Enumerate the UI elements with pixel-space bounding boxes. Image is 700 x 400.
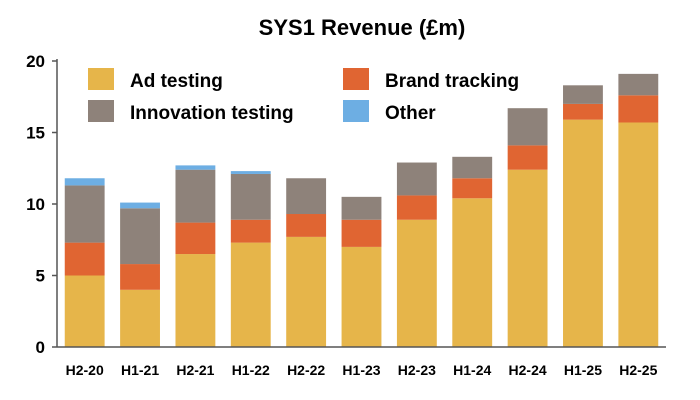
bar-2-series-3 xyxy=(175,165,216,170)
legend-swatch-1 xyxy=(343,68,369,90)
legend-swatch-2 xyxy=(88,100,114,122)
bar-5-series-1 xyxy=(341,219,382,247)
bar-6-series-1 xyxy=(396,195,437,220)
x-tick-label: H2-23 xyxy=(398,362,436,378)
legend-label-0: Ad testing xyxy=(130,71,223,92)
bar-6-series-2 xyxy=(396,162,437,196)
bar-2-series-0 xyxy=(175,254,216,347)
legend-label-3: Other xyxy=(385,103,436,124)
bar-1-series-3 xyxy=(120,202,160,209)
legend-label-1: Brand tracking xyxy=(385,71,519,92)
y-tick-label: 20 xyxy=(26,52,45,71)
axes: H2-20 H1-21 H2-21 H1-22 H2-22 H1-23 H2-23 H1-24… xyxy=(26,52,666,378)
x-tick-label: H2-22 xyxy=(287,362,325,378)
bar-9-series-1 xyxy=(563,103,603,120)
y-tick-label: 10 xyxy=(26,195,45,214)
bar-1-series-1 xyxy=(120,264,160,290)
bar-9-series-2 xyxy=(563,85,603,104)
bar-0-series-3 xyxy=(64,178,105,186)
bar-7-series-1 xyxy=(452,178,493,199)
bar-4-series-0 xyxy=(286,236,327,347)
y-tick-label: 15 xyxy=(26,124,45,143)
bar-5-series-0 xyxy=(341,246,382,347)
chart-title: SYS1 Revenue (£m) xyxy=(259,15,466,40)
y-tick-label: 0 xyxy=(36,338,45,357)
bar-0-series-1 xyxy=(64,242,105,276)
legend-label-2: Innovation testing xyxy=(130,103,294,124)
bar-4-series-2 xyxy=(286,178,327,215)
y-tick-label: 5 xyxy=(36,267,45,286)
bar-3-series-3 xyxy=(230,171,271,174)
x-tick-label: H2-24 xyxy=(509,362,547,378)
bar-3-series-1 xyxy=(230,219,271,243)
x-tick-label: H1-22 xyxy=(232,362,270,378)
legend-swatch-3 xyxy=(343,100,369,122)
bar-3-series-2 xyxy=(230,173,271,220)
bar-5-series-2 xyxy=(341,196,382,220)
x-tick-label: H1-24 xyxy=(453,362,491,378)
bar-group xyxy=(64,73,659,348)
bar-1-series-0 xyxy=(120,289,160,347)
bar-8-series-1 xyxy=(507,145,548,170)
x-tick-label: H2-20 xyxy=(66,362,104,378)
bar-0-series-0 xyxy=(64,275,105,347)
bar-3-series-0 xyxy=(230,242,271,347)
bar-8-series-0 xyxy=(507,169,548,347)
bar-2-series-2 xyxy=(175,169,216,223)
bar-1-series-2 xyxy=(120,208,160,265)
x-tick-label: H2-25 xyxy=(619,362,657,378)
bar-9-series-0 xyxy=(563,119,603,347)
legend-swatch-0 xyxy=(88,68,114,90)
bar-2-series-1 xyxy=(175,222,216,255)
x-tick-label: H1-21 xyxy=(121,362,159,378)
x-tick-label: H2-21 xyxy=(176,362,214,378)
bar-10-series-0 xyxy=(618,122,659,348)
x-tick-label: H1-23 xyxy=(342,362,380,378)
bar-6-series-0 xyxy=(396,219,437,347)
bar-0-series-2 xyxy=(64,185,105,243)
bar-10-series-1 xyxy=(618,95,659,123)
bar-10-series-2 xyxy=(618,73,659,96)
bar-4-series-1 xyxy=(286,214,327,237)
legend: Ad testing Brand tracking Innovation testi… xyxy=(88,68,519,124)
x-tick-label: H1-25 xyxy=(564,362,602,378)
bar-7-series-0 xyxy=(452,198,493,347)
bar-7-series-2 xyxy=(452,156,493,179)
bar-8-series-2 xyxy=(507,108,548,146)
